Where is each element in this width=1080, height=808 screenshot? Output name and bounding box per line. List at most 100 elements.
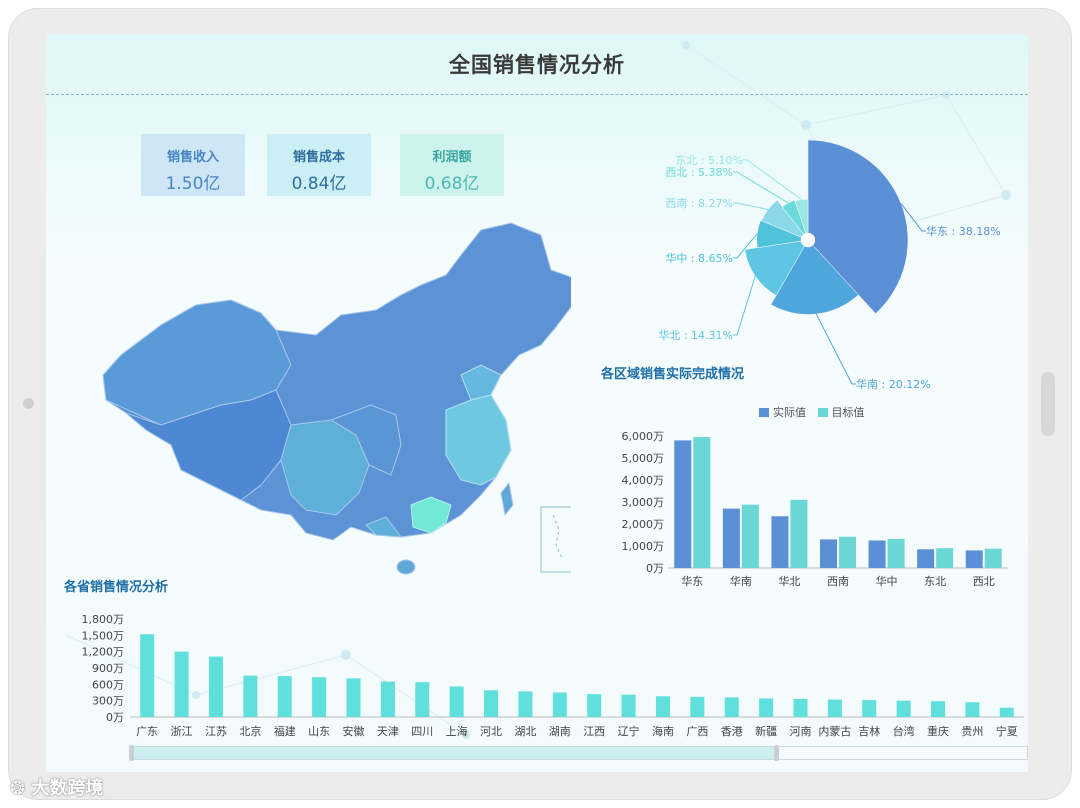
pie-label-0: 华东 : 38.18% [926,224,1001,238]
china-map[interactable] [101,215,571,580]
region-y-tick: 0万 [646,562,664,575]
region-y-tick: 5,000万 [622,452,665,465]
region-bar-target[interactable] [839,536,856,568]
pie-label-6: 东北 : 5.10% [675,154,743,167]
province-x-tick: 海南 [652,724,674,738]
network-background [65,41,1011,739]
province-bar[interactable] [243,675,258,717]
data-zoom-selection[interactable] [131,747,777,759]
province-bar[interactable] [277,676,292,717]
pie-label-4: 西南 : 8.27% [665,197,733,210]
province-bar[interactable] [759,698,774,717]
legend-swatch-target [817,408,828,417]
pie-leader-4 [733,202,769,210]
region-bar-actual[interactable] [722,508,740,568]
section-title-province: 各省销售情况分析 [64,580,169,595]
region-bar-chart[interactable]: 0万 1,000万 2,000万 3,000万 4,000万 5,000万 6,000万华东… [596,430,1016,600]
province-bar[interactable] [690,696,705,717]
province-bar[interactable] [518,691,533,717]
province-bar[interactable] [587,694,602,717]
legend-label-target: 目标值 [831,406,865,419]
province-bar[interactable] [896,700,911,717]
province-x-tick: 北京 [239,724,261,738]
province-bar[interactable] [862,700,877,717]
province-y-tick: 900万 [92,662,124,675]
region-bar-actual[interactable] [917,549,935,568]
kpi-label: 销售成本 [292,150,345,165]
province-y-tick: 0万 [106,711,124,724]
region-rose-chart[interactable]: 华东 : 38.18% 华南 : 20.12% 华北 : 14.31% 华中 : 8.… [586,105,1026,405]
province-x-tick: 台湾 [893,724,915,738]
page-title: 全国销售情况分析 [449,53,625,77]
dashboard-screen: 全国销售情况分析 销售收入 1.50亿 销售成本 0.84亿 利润额 0.68亿… [46,35,1028,772]
kpi-label: 销售收入 [166,150,219,165]
legend-actual[interactable]: 实际值 [759,406,806,419]
province-bar[interactable] [552,692,567,718]
region-y-tick: 3,000万 [622,496,665,509]
kpi-card-profit: 利润额 0.68亿 [400,134,504,196]
province-x-tick: 宁夏 [996,724,1018,738]
data-zoom-track[interactable] [129,745,1028,761]
region-bar-target[interactable] [741,504,759,568]
region-x-tick: 西南 [827,575,849,588]
province-bar[interactable] [827,699,842,717]
province-y-tick: 300万 [92,695,124,708]
region-y-tick: 4,000万 [622,474,665,487]
province-bar[interactable] [621,694,636,717]
data-zoom-left-handle[interactable] [129,745,134,761]
region-bar-target[interactable] [887,538,905,568]
legend-swatch-actual [759,408,769,417]
data-zoom-right-handle[interactable] [774,745,779,761]
province-bar[interactable] [724,697,739,717]
province-x-tick: 辽宁 [618,724,640,738]
province-x-tick: 天津 [377,725,399,738]
region-bar-target[interactable] [984,548,1002,568]
pie-center [801,233,815,247]
pie-leader-6 [743,159,802,200]
watermark: ❂ 大数跨境 [10,774,103,800]
region-x-tick: 东北 [924,575,946,588]
province-bar[interactable] [380,681,395,717]
province-bar[interactable] [346,678,361,717]
region-bar-actual[interactable] [965,550,983,568]
region-bar-target[interactable] [790,499,808,568]
region-bar-actual[interactable] [820,539,837,568]
province-bar[interactable] [793,699,808,717]
province-x-tick: 重庆 [927,724,949,738]
region-y-tick: 1,000万 [622,540,665,553]
legend-target[interactable]: 目标值 [817,406,865,419]
province-bar[interactable] [655,696,670,717]
province-bar[interactable] [312,677,327,717]
region-x-tick: 华北 [778,574,800,588]
province-bar[interactable] [449,686,464,717]
pie-leader-0 [900,203,926,232]
province-bar[interactable] [140,634,155,717]
province-bar[interactable] [415,682,430,717]
province-bar[interactable] [965,702,980,717]
province-x-tick: 贵州 [961,725,983,738]
province-x-tick: 内蒙古 [818,724,851,738]
province-bar[interactable] [999,707,1014,717]
region-bar-actual[interactable] [868,540,886,569]
province-bar[interactable] [174,651,189,717]
side-button[interactable] [1041,372,1055,436]
region-bar-actual[interactable] [771,516,789,568]
section-title-region: 各区域销售实际完成情况 [601,367,745,382]
home-button[interactable] [23,398,34,409]
province-bar[interactable] [931,701,946,717]
region-bar-target[interactable] [693,437,711,568]
region-bar-actual[interactable] [674,440,692,568]
province-x-tick: 新疆 [755,724,777,738]
kpi-value: 1.50亿 [165,174,221,194]
province-bar[interactable] [208,656,223,717]
kpi-card-revenue: 销售收入 1.50亿 [141,134,245,196]
province-x-tick: 广东 [136,725,158,738]
region-x-tick: 华东 [681,574,703,588]
title-bar: 全国销售情况分析 [46,35,1028,95]
province-y-tick: 1,800万 [82,613,125,626]
province-y-tick: 1,200万 [82,646,125,659]
province-bar[interactable] [484,690,499,717]
province-x-tick: 山东 [308,725,330,738]
region-bar-target[interactable] [936,548,954,568]
